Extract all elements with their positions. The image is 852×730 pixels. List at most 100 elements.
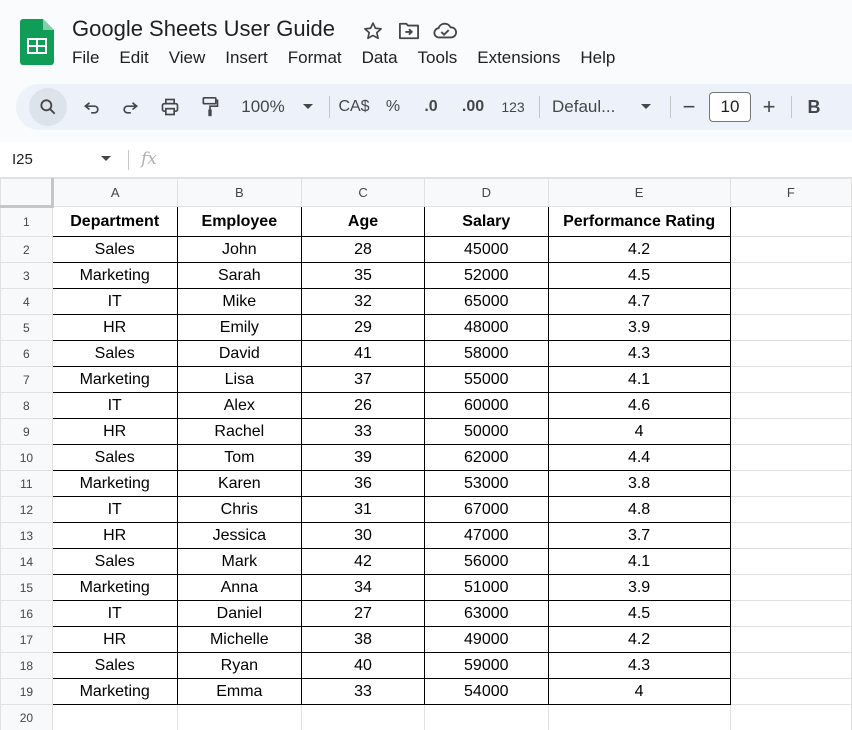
row-header[interactable]: 10: [0, 444, 53, 471]
data-cell[interactable]: 48000: [424, 314, 549, 341]
name-box[interactable]: I25: [12, 151, 33, 168]
redo-icon[interactable]: [116, 84, 144, 130]
menu-tools[interactable]: Tools: [417, 48, 458, 67]
data-cell[interactable]: 4.2: [547, 626, 731, 653]
data-cell[interactable]: HR: [51, 314, 178, 341]
row-header[interactable]: 17: [0, 626, 53, 653]
data-cell[interactable]: 4.1: [547, 366, 731, 393]
data-cell[interactable]: David: [176, 340, 303, 367]
number-format-button[interactable]: 123: [501, 99, 525, 115]
menu-file[interactable]: File: [72, 48, 100, 67]
row-header[interactable]: 13: [0, 522, 53, 549]
row-header[interactable]: 3: [0, 262, 53, 289]
data-cell[interactable]: 39: [301, 444, 426, 471]
data-cell[interactable]: 4.1: [547, 548, 731, 575]
menu-format[interactable]: Format: [287, 48, 342, 67]
data-cell[interactable]: 4.7: [547, 288, 731, 315]
header-cell[interactable]: Performance Rating: [547, 206, 731, 237]
empty-cell[interactable]: [729, 626, 852, 653]
data-cell[interactable]: 33: [301, 418, 426, 445]
data-cell[interactable]: Mike: [176, 288, 303, 315]
data-cell[interactable]: 4: [547, 678, 731, 705]
data-cell[interactable]: 34: [301, 574, 426, 601]
data-cell[interactable]: 4.4: [547, 444, 731, 471]
data-cell[interactable]: 4.8: [547, 496, 731, 523]
empty-cell[interactable]: [424, 704, 549, 730]
row-header[interactable]: 8: [0, 392, 53, 419]
empty-cell[interactable]: [729, 392, 852, 419]
data-cell[interactable]: IT: [51, 392, 178, 419]
search-icon[interactable]: [29, 88, 67, 126]
empty-cell[interactable]: [51, 704, 178, 730]
data-cell[interactable]: 38: [301, 626, 426, 653]
column-header[interactable]: A: [51, 178, 178, 207]
data-cell[interactable]: 3.7: [547, 522, 731, 549]
data-cell[interactable]: 4.3: [547, 340, 731, 367]
data-cell[interactable]: 56000: [424, 548, 549, 575]
print-icon[interactable]: [156, 84, 184, 130]
data-cell[interactable]: IT: [51, 600, 178, 627]
empty-cell[interactable]: [729, 236, 852, 263]
data-cell[interactable]: 26: [301, 392, 426, 419]
empty-cell[interactable]: [301, 704, 426, 730]
data-cell[interactable]: Marketing: [51, 574, 178, 601]
data-cell[interactable]: 45000: [424, 236, 549, 263]
header-cell[interactable]: Employee: [176, 206, 303, 237]
empty-cell[interactable]: [729, 288, 852, 315]
data-cell[interactable]: 4.2: [547, 236, 731, 263]
header-cell[interactable]: Department: [51, 206, 178, 237]
data-cell[interactable]: Marketing: [51, 678, 178, 705]
column-header[interactable]: F: [729, 178, 852, 207]
data-cell[interactable]: Sales: [51, 548, 178, 575]
data-cell[interactable]: Jessica: [176, 522, 303, 549]
data-cell[interactable]: 3.9: [547, 314, 731, 341]
empty-cell[interactable]: [729, 418, 852, 445]
empty-cell[interactable]: [176, 704, 303, 730]
increase-decimal-button[interactable]: .00: [456, 84, 490, 130]
name-box-chevron-icon[interactable]: [100, 155, 112, 163]
data-cell[interactable]: 54000: [424, 678, 549, 705]
empty-cell[interactable]: [729, 206, 852, 237]
empty-cell[interactable]: [729, 366, 852, 393]
data-cell[interactable]: 37: [301, 366, 426, 393]
data-cell[interactable]: Emma: [176, 678, 303, 705]
row-header[interactable]: 5: [0, 314, 53, 341]
chevron-down-icon[interactable]: [298, 84, 318, 130]
font-chevron-down-icon[interactable]: [636, 84, 656, 130]
row-header[interactable]: 9: [0, 418, 53, 445]
data-cell[interactable]: Marketing: [51, 262, 178, 289]
data-cell[interactable]: 62000: [424, 444, 549, 471]
row-header[interactable]: 7: [0, 366, 53, 393]
data-cell[interactable]: Daniel: [176, 600, 303, 627]
empty-cell[interactable]: [729, 444, 852, 471]
data-cell[interactable]: 29: [301, 314, 426, 341]
data-cell[interactable]: Sales: [51, 340, 178, 367]
empty-cell[interactable]: [729, 314, 852, 341]
data-cell[interactable]: 50000: [424, 418, 549, 445]
data-cell[interactable]: Sales: [51, 652, 178, 679]
data-cell[interactable]: 4.5: [547, 600, 731, 627]
empty-cell[interactable]: [729, 652, 852, 679]
data-cell[interactable]: 65000: [424, 288, 549, 315]
data-cell[interactable]: Marketing: [51, 366, 178, 393]
row-header[interactable]: 15: [0, 574, 53, 601]
empty-cell[interactable]: [729, 704, 852, 730]
column-header[interactable]: E: [547, 178, 731, 207]
row-header[interactable]: 1: [0, 206, 53, 237]
data-cell[interactable]: Alex: [176, 392, 303, 419]
column-header[interactable]: D: [424, 178, 549, 207]
empty-cell[interactable]: [729, 522, 852, 549]
data-cell[interactable]: 35: [301, 262, 426, 289]
data-cell[interactable]: 41: [301, 340, 426, 367]
data-cell[interactable]: Emily: [176, 314, 303, 341]
data-cell[interactable]: 40: [301, 652, 426, 679]
data-cell[interactable]: 55000: [424, 366, 549, 393]
data-cell[interactable]: IT: [51, 288, 178, 315]
increase-font-size-button[interactable]: +: [762, 94, 776, 119]
row-header[interactable]: 18: [0, 652, 53, 679]
select-all-corner[interactable]: [0, 178, 54, 208]
data-cell[interactable]: Chris: [176, 496, 303, 523]
empty-cell[interactable]: [729, 548, 852, 575]
sheets-logo[interactable]: [20, 19, 54, 65]
data-cell[interactable]: 33: [301, 678, 426, 705]
